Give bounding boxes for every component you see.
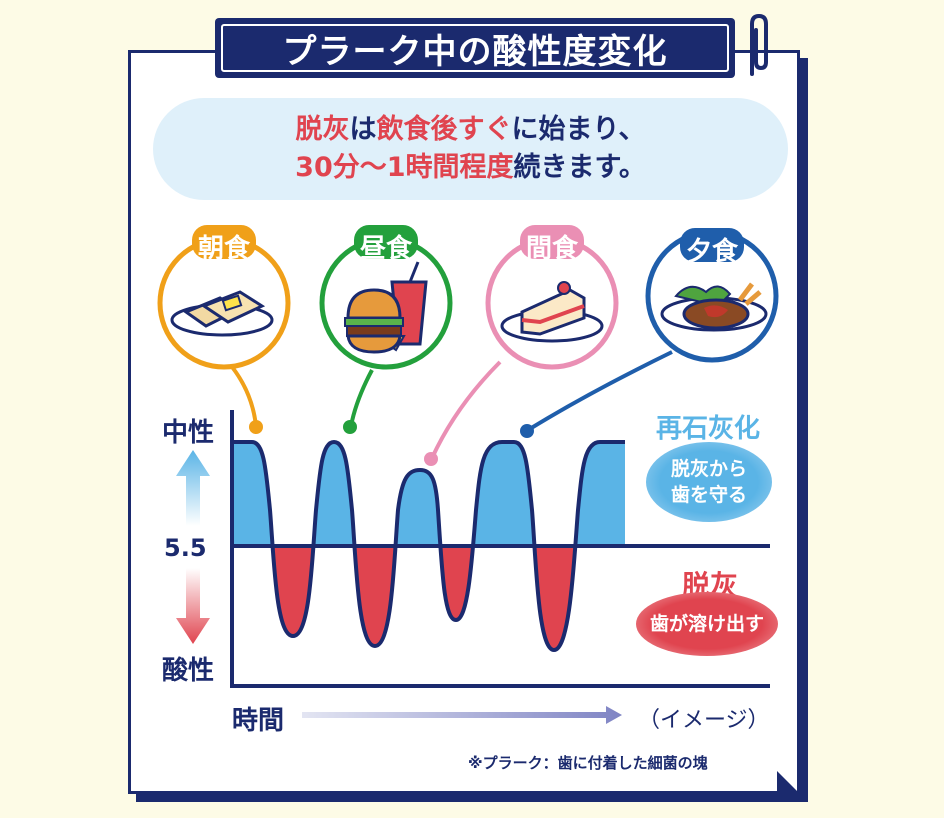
banner-text: に始まり、 bbox=[511, 114, 646, 145]
title-banner: プラーク中の酸性度変化 bbox=[215, 18, 735, 78]
page-title: プラーク中の酸性度変化 bbox=[282, 31, 668, 72]
y-label-acidic: 酸性 bbox=[162, 656, 215, 686]
cake-icon bbox=[500, 281, 604, 343]
title-frame bbox=[221, 24, 729, 72]
meal-label-breakfast: 朝食 bbox=[197, 234, 250, 264]
snack-connector bbox=[430, 360, 502, 459]
ph-curve bbox=[232, 439, 625, 653]
paperclip-icon bbox=[750, 13, 768, 76]
lunch-dot bbox=[343, 420, 357, 434]
remineralization-oval: 脱灰から 歯を守る bbox=[646, 442, 772, 522]
meal-connectors bbox=[226, 350, 673, 466]
time-arrow-icon bbox=[302, 706, 622, 724]
snack-bubble bbox=[485, 225, 619, 370]
page-fold-corner bbox=[777, 771, 801, 795]
banner-text: 続きます。 bbox=[513, 152, 646, 183]
remineralization-title: 再石灰化 bbox=[655, 414, 760, 444]
dinner-connector bbox=[526, 350, 673, 432]
banner-text: は bbox=[349, 114, 377, 145]
x-axis-label: 時間 bbox=[232, 706, 285, 736]
banner-highlight: 脱灰 bbox=[295, 114, 350, 145]
dinner-dot bbox=[520, 424, 534, 438]
demineralization-area bbox=[232, 546, 625, 650]
banner-highlight: 飲食後すぐ bbox=[376, 114, 512, 145]
y-label-threshold: 5.5 bbox=[164, 534, 207, 562]
toast-icon bbox=[170, 290, 274, 337]
meal-label-lunch: 昼食 bbox=[359, 234, 412, 264]
breakfast-dot bbox=[249, 420, 263, 434]
acid-arrow-icon bbox=[176, 568, 210, 644]
snack-dot bbox=[424, 452, 438, 466]
lunch-connector bbox=[349, 369, 374, 427]
remineralization-text-1: 脱灰から bbox=[670, 458, 747, 480]
hamburg-steak-icon bbox=[660, 282, 768, 332]
meal-label-snack: 間食 bbox=[525, 234, 578, 264]
neutral-arrow-icon bbox=[176, 450, 210, 526]
dinner-bubble bbox=[645, 228, 779, 363]
banner-line-2: 30分〜1時間程度続きます。 bbox=[295, 149, 646, 187]
banner-highlight: 30分〜1時間程度 bbox=[295, 152, 514, 183]
remineralization-text-2: 歯を守る bbox=[670, 484, 747, 506]
lunch-bubble bbox=[319, 225, 453, 370]
info-banner: 脱灰は飲食後すぐに始まり、 30分〜1時間程度続きます。 bbox=[153, 98, 788, 200]
demineralization-text: 歯が溶け出す bbox=[649, 613, 764, 635]
demineralization-oval: 歯が溶け出す bbox=[636, 592, 778, 656]
footnote: ※プラーク：歯に付着した細菌の塊 bbox=[468, 754, 708, 772]
meal-label-dinner: 夕食 bbox=[685, 237, 738, 267]
burger-drink-icon bbox=[344, 261, 428, 354]
banner-line-1: 脱灰は飲食後すぐに始まり、 bbox=[296, 111, 646, 149]
y-label-neutral: 中性 bbox=[162, 418, 215, 448]
image-note: （イメージ） bbox=[638, 708, 770, 733]
breakfast-bubble bbox=[157, 225, 291, 370]
